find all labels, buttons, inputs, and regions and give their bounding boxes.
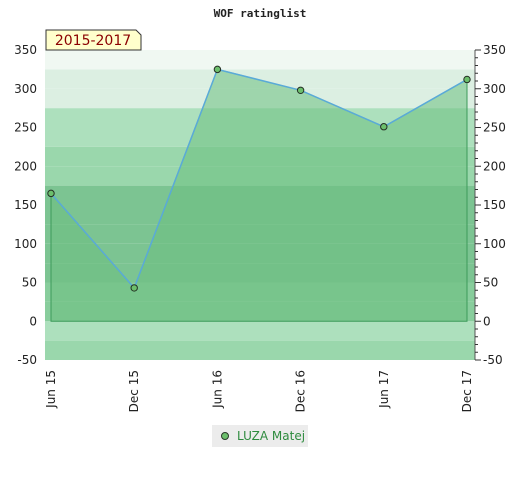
period-badge: 2015-2017 bbox=[45, 29, 142, 51]
y-tick-label-right: 150 bbox=[483, 198, 506, 212]
grid-band bbox=[45, 340, 475, 360]
y-tick-label-right: 100 bbox=[483, 237, 506, 251]
y-tick-label-left: 200 bbox=[14, 159, 37, 173]
data-point bbox=[130, 284, 138, 292]
x-tick-label: Dec 16 bbox=[294, 370, 308, 412]
y-tick-label-right: 350 bbox=[483, 43, 506, 57]
x-axis: Jun 15 Dec 15 Jun 16 Dec 16 Jun 17 Dec 17 bbox=[44, 370, 474, 412]
y-tick-label-right: -50 bbox=[483, 353, 503, 367]
x-tick-label: Dec 15 bbox=[127, 370, 141, 412]
legend-label: LUZA Matej bbox=[237, 429, 305, 443]
y-tick-label-left: -50 bbox=[17, 353, 37, 367]
data-point bbox=[463, 75, 471, 84]
y-tick-label-right: 300 bbox=[483, 82, 506, 96]
y-tick-label-right: 50 bbox=[483, 276, 498, 290]
y-tick-label-right: 250 bbox=[483, 121, 506, 135]
grid-band bbox=[45, 69, 475, 89]
period-badge-box bbox=[45, 29, 142, 51]
y-tick-label-left: 300 bbox=[14, 82, 37, 96]
legend-box bbox=[212, 425, 308, 447]
series-markers bbox=[47, 65, 471, 292]
y-tick-label-left: 250 bbox=[14, 121, 37, 135]
data-point bbox=[380, 123, 388, 131]
data-point bbox=[296, 86, 305, 95]
y-axis-right: -50 0 50 100 150 200 250 300 350 bbox=[474, 43, 506, 367]
grid-band bbox=[45, 50, 475, 70]
y-tick-label-left: 150 bbox=[14, 198, 37, 212]
y-axis-left: -50 0 50 100 150 200 250 300 350 bbox=[14, 43, 37, 367]
y-tick-label-right: 0 bbox=[483, 314, 491, 328]
y-tick-label-left: 0 bbox=[29, 314, 37, 328]
y-tick-label-left: 100 bbox=[14, 237, 37, 251]
grid-band bbox=[45, 321, 475, 341]
y-tick-label-left: 50 bbox=[22, 276, 37, 290]
y-tick-label-left: 350 bbox=[14, 43, 37, 57]
series-line bbox=[50, 68, 468, 290]
y-tick-label-right: 200 bbox=[483, 159, 506, 173]
chart-title: WOF ratinglist bbox=[214, 7, 307, 20]
legend-marker-icon bbox=[221, 432, 229, 440]
x-tick-label: Dec 17 bbox=[460, 370, 474, 412]
period-badge-label: 2015-2017 bbox=[55, 33, 131, 49]
x-tick-label: Jun 17 bbox=[377, 370, 391, 409]
legend[interactable]: LUZA Matej bbox=[212, 425, 308, 447]
data-point bbox=[47, 189, 55, 198]
x-tick-label: Jun 15 bbox=[44, 370, 58, 409]
data-point bbox=[213, 65, 222, 74]
x-tick-label: Jun 16 bbox=[210, 370, 224, 409]
